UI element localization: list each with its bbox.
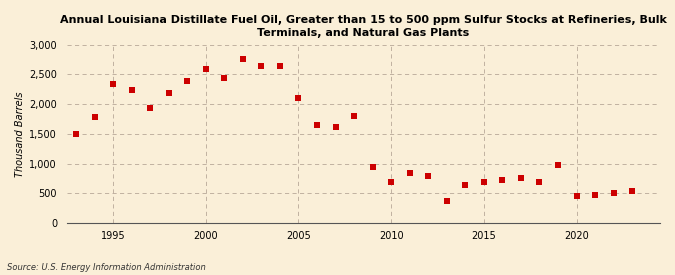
Point <box>534 180 545 184</box>
Point <box>386 180 397 185</box>
Point <box>441 199 452 203</box>
Point <box>275 64 286 68</box>
Point <box>108 82 119 86</box>
Point <box>404 171 415 175</box>
Point <box>163 91 174 95</box>
Point <box>256 64 267 68</box>
Y-axis label: Thousand Barrels: Thousand Barrels <box>15 91 25 177</box>
Point <box>497 177 508 182</box>
Point <box>349 114 360 118</box>
Point <box>571 194 582 199</box>
Point <box>293 95 304 100</box>
Point <box>367 165 378 170</box>
Point <box>312 123 323 128</box>
Point <box>460 183 470 188</box>
Text: Source: U.S. Energy Information Administration: Source: U.S. Energy Information Administ… <box>7 263 205 272</box>
Point <box>627 189 638 193</box>
Point <box>479 180 489 185</box>
Point <box>200 67 211 71</box>
Point <box>89 114 100 119</box>
Point <box>71 132 82 136</box>
Point <box>126 87 137 92</box>
Point <box>182 79 192 84</box>
Point <box>330 125 341 129</box>
Point <box>423 174 433 178</box>
Point <box>516 176 526 180</box>
Point <box>145 105 156 110</box>
Point <box>219 76 230 80</box>
Point <box>590 192 601 197</box>
Point <box>608 191 619 196</box>
Title: Annual Louisiana Distillate Fuel Oil, Greater than 15 to 500 ppm Sulfur Stocks a: Annual Louisiana Distillate Fuel Oil, Gr… <box>60 15 667 38</box>
Point <box>238 57 248 62</box>
Point <box>553 163 564 167</box>
